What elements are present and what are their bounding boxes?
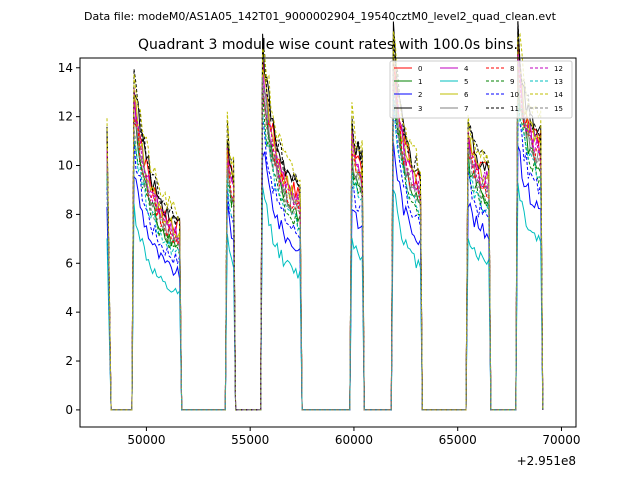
x-tick-label: 55000 <box>231 433 269 447</box>
legend-label-13: 13 <box>554 78 563 86</box>
chart-title: Quadrant 3 module wise count rates with … <box>138 37 518 53</box>
series-line-15 <box>106 70 544 411</box>
legend-label-10: 10 <box>510 91 519 99</box>
legend-label-5: 5 <box>464 78 468 86</box>
series-line-10 <box>106 101 544 411</box>
x-tick-label: 60000 <box>335 433 373 447</box>
legend-label-14: 14 <box>554 91 563 99</box>
plot-frame <box>79 57 577 428</box>
y-tick-label: 4 <box>65 305 73 319</box>
legend-label-1: 1 <box>418 78 422 86</box>
y-tick-label: 0 <box>65 403 73 417</box>
legend-label-15: 15 <box>554 105 563 113</box>
series-line-6 <box>106 50 544 411</box>
legend-label-8: 8 <box>510 65 514 73</box>
y-tick-label: 14 <box>58 61 73 75</box>
legend-label-9: 9 <box>510 78 514 86</box>
x-offset-label: +2.951e8 <box>517 454 576 468</box>
y-tick-label: 12 <box>58 110 73 124</box>
series-line-13 <box>106 93 544 411</box>
y-tick-label: 2 <box>65 354 73 368</box>
legend-label-4: 4 <box>464 65 469 73</box>
legend-label-6: 6 <box>464 91 469 99</box>
y-tick-label: 8 <box>65 207 73 221</box>
series-layer <box>106 21 544 411</box>
y-tick-label: 6 <box>65 256 73 270</box>
x-tick-label: 65000 <box>439 433 477 447</box>
legend-label-2: 2 <box>418 91 422 99</box>
x-tick-label: 50000 <box>127 433 165 447</box>
series-line-14 <box>106 31 544 411</box>
series-line-12 <box>106 61 544 411</box>
legend-label-7: 7 <box>464 105 468 113</box>
figure-suptitle: Data file: modeM0/AS1A05_142T01_90000029… <box>84 10 557 23</box>
y-tick-label: 10 <box>58 159 73 173</box>
x-tick-label: 70000 <box>542 433 580 447</box>
legend-label-11: 11 <box>510 105 519 113</box>
legend-label-12: 12 <box>554 65 563 73</box>
legend-box <box>389 60 573 119</box>
legend-label-3: 3 <box>418 105 422 113</box>
legend-label-0: 0 <box>418 65 422 73</box>
